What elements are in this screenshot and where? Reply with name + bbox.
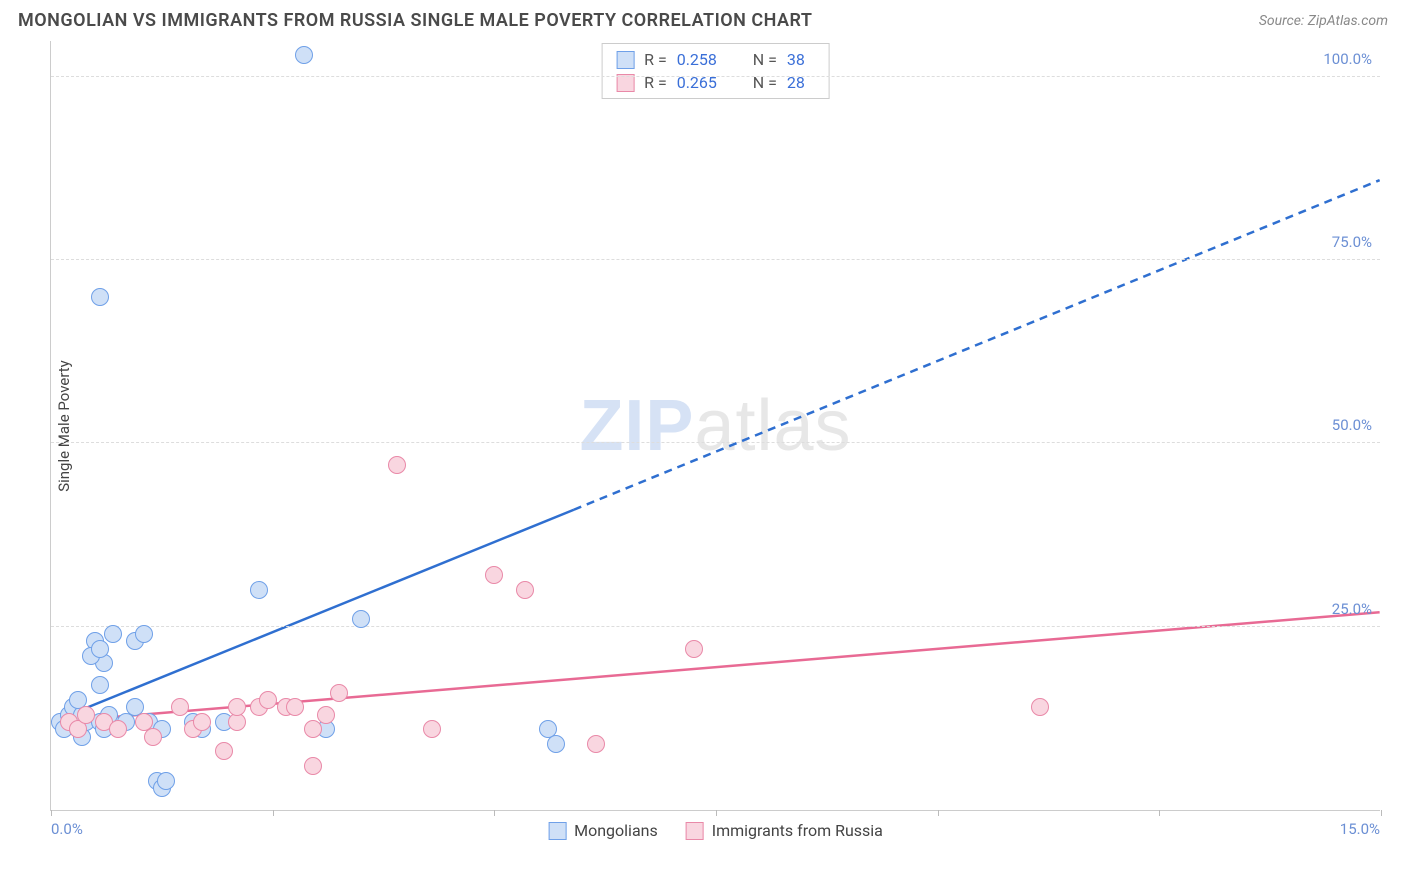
scatter-point-russia (485, 566, 503, 584)
r-key: R = (644, 50, 667, 69)
r-value-mongolians: 0.258 (677, 50, 733, 69)
scatter-point-russia (1031, 698, 1049, 716)
scatter-point-russia (215, 742, 233, 760)
legend-swatch-mongolians (548, 822, 566, 840)
source-attribution: Source: ZipAtlas.com (1259, 13, 1388, 29)
series-legend-mongolians: Mongolians (548, 821, 658, 840)
x-tick-mark (51, 810, 52, 816)
scatter-point-russia (286, 698, 304, 716)
scatter-point-russia (109, 720, 127, 738)
scatter-point-mongolians (295, 46, 313, 64)
x-axis-max-label: 15.0% (1340, 820, 1380, 838)
gridline (51, 442, 1380, 443)
scatter-point-mongolians (104, 625, 122, 643)
trend-lines (51, 41, 1380, 810)
y-tick-label: 50.0% (1332, 416, 1372, 434)
x-tick-mark (938, 810, 939, 816)
y-tick-label: 100.0% (1323, 50, 1372, 68)
n-value-mongolians: 38 (787, 50, 815, 69)
x-tick-mark (1159, 810, 1160, 816)
scatter-plot: ZIPatlas R = 0.258 N = 38 R = 0.265 N = … (50, 41, 1380, 811)
scatter-point-russia (228, 698, 246, 716)
scatter-point-mongolians (157, 772, 175, 790)
x-tick-mark (494, 810, 495, 816)
series-legend: Mongolians Immigrants from Russia (548, 821, 883, 840)
scatter-point-russia (685, 640, 703, 658)
scatter-point-russia (77, 706, 95, 724)
scatter-point-russia (304, 757, 322, 775)
legend-swatch-russia (686, 822, 704, 840)
x-axis-min-label: 0.0% (51, 820, 83, 838)
scatter-point-russia (304, 720, 322, 738)
scatter-point-mongolians (135, 625, 153, 643)
gridline (51, 626, 1380, 627)
scatter-point-russia (587, 735, 605, 753)
legend-swatch-mongolians (616, 51, 634, 69)
series-label: Immigrants from Russia (712, 821, 883, 840)
scatter-point-russia (171, 698, 189, 716)
series-label: Mongolians (574, 821, 658, 840)
scatter-point-mongolians (250, 581, 268, 599)
scatter-point-russia (423, 720, 441, 738)
x-tick-mark (273, 810, 274, 816)
scatter-point-russia (259, 691, 277, 709)
scatter-point-mongolians (91, 676, 109, 694)
scatter-point-mongolians (547, 735, 565, 753)
watermark: ZIPatlas (579, 385, 851, 467)
scatter-point-russia (388, 456, 406, 474)
scatter-point-mongolians (91, 640, 109, 658)
n-key: N = (753, 50, 777, 69)
x-tick-mark (716, 810, 717, 816)
scatter-point-mongolians (91, 288, 109, 306)
watermark-atlas: atlas (694, 386, 851, 466)
gridline (51, 259, 1380, 260)
correlation-legend: R = 0.258 N = 38 R = 0.265 N = 28 (601, 43, 830, 99)
y-tick-label: 25.0% (1332, 600, 1372, 618)
y-tick-label: 75.0% (1332, 233, 1372, 251)
chart-title: MONGOLIAN VS IMMIGRANTS FROM RUSSIA SING… (18, 10, 813, 31)
watermark-zip: ZIP (579, 386, 694, 466)
series-legend-russia: Immigrants from Russia (686, 821, 883, 840)
scatter-point-russia (193, 713, 211, 731)
scatter-point-russia (317, 706, 335, 724)
x-tick-mark (1381, 810, 1382, 816)
scatter-point-russia (516, 581, 534, 599)
legend-row-mongolians: R = 0.258 N = 38 (616, 48, 815, 71)
scatter-point-russia (330, 684, 348, 702)
legend-row-russia: R = 0.265 N = 28 (616, 71, 815, 94)
gridline (51, 76, 1380, 77)
scatter-point-mongolians (352, 610, 370, 628)
scatter-point-russia (144, 728, 162, 746)
